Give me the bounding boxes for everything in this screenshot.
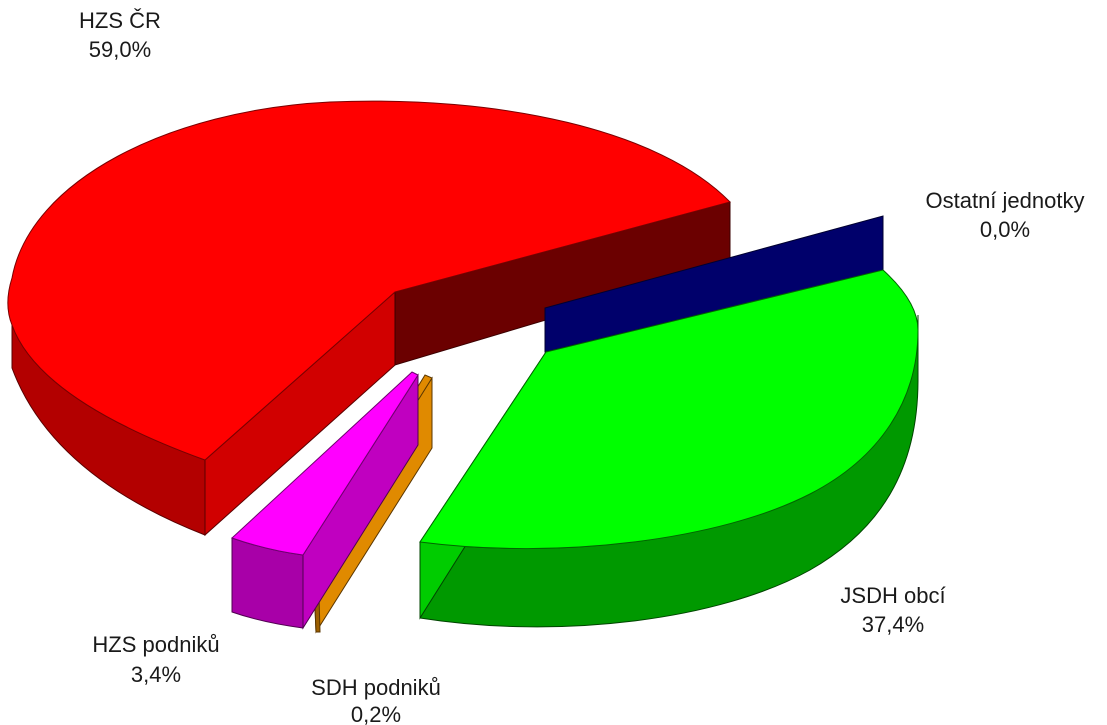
label-sdh-podniku: SDH podniků 0,2% [311, 675, 441, 725]
label-hzs-podniku-name: HZS podniků [92, 632, 219, 657]
label-hzs-cr-value: 59,0% [89, 37, 151, 62]
slice-jsdh-obci [419, 269, 919, 628]
label-jsdh-obci-name: JSDH obcí [840, 583, 945, 608]
slice-hzs-podniku-top [231, 371, 419, 556]
label-jsdh-obci-value: 37,4% [862, 612, 924, 637]
label-jsdh-obci: JSDH obcí 37,4% [840, 583, 945, 637]
label-hzs-podniku-value: 3,4% [131, 662, 181, 687]
label-sdh-podniku-name: SDH podniků [311, 675, 441, 700]
slice-hzs-cr-top [7, 100, 731, 461]
slice-jsdh-obci-top [419, 269, 919, 550]
label-hzs-podniku: HZS podniků 3,4% [92, 632, 219, 687]
label-ostatni-jednotky-name: Ostatní jednotky [926, 188, 1085, 213]
slice-hzs-cr [7, 100, 731, 537]
label-hzs-cr: HZS ČR 59,0% [79, 8, 161, 62]
label-hzs-cr-name: HZS ČR [79, 8, 161, 33]
slice-hzs-podniku [231, 371, 419, 630]
label-sdh-podniku-value: 0,2% [351, 702, 401, 725]
label-ostatni-jednotky: Ostatní jednotky 0,0% [926, 188, 1085, 242]
label-ostatni-jednotky-value: 0,0% [980, 217, 1030, 242]
